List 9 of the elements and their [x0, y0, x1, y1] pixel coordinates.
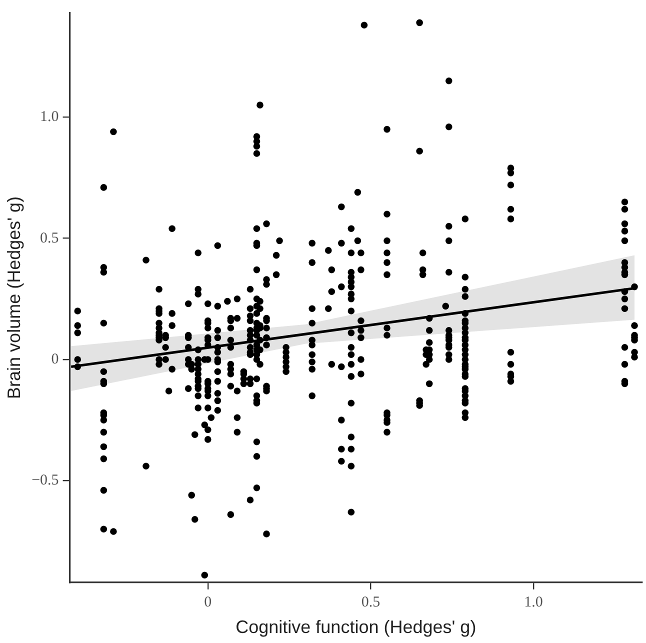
y-tick-label: −0.5 [32, 472, 59, 489]
y-axis-title: Brain volume (Hedges' g) [4, 196, 24, 399]
y-tick-label: 1.0 [40, 109, 59, 126]
x-axis-title: Cognitive function (Hedges' g) [236, 617, 476, 638]
x-tick-label: 0.5 [361, 594, 380, 610]
y-tick-label: 0.5 [40, 230, 59, 246]
y-tick-label: 0 [51, 351, 59, 368]
x-tick-label: 1.0 [524, 594, 543, 610]
x-tick-label: 0 [204, 594, 212, 610]
